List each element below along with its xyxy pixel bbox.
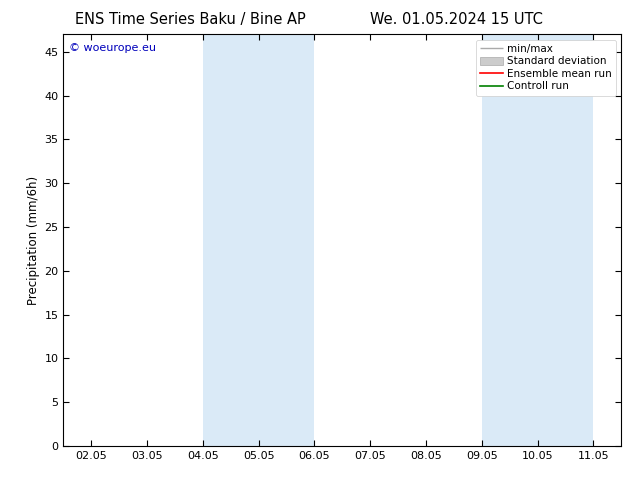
Text: © woeurope.eu: © woeurope.eu	[69, 43, 156, 52]
Y-axis label: Precipitation (mm/6h): Precipitation (mm/6h)	[27, 175, 40, 305]
Text: We. 01.05.2024 15 UTC: We. 01.05.2024 15 UTC	[370, 12, 543, 27]
Text: ENS Time Series Baku / Bine AP: ENS Time Series Baku / Bine AP	[75, 12, 306, 27]
Bar	[482, 34, 593, 446]
Legend: min/max, Standard deviation, Ensemble mean run, Controll run: min/max, Standard deviation, Ensemble me…	[476, 40, 616, 96]
Bar	[203, 34, 314, 446]
